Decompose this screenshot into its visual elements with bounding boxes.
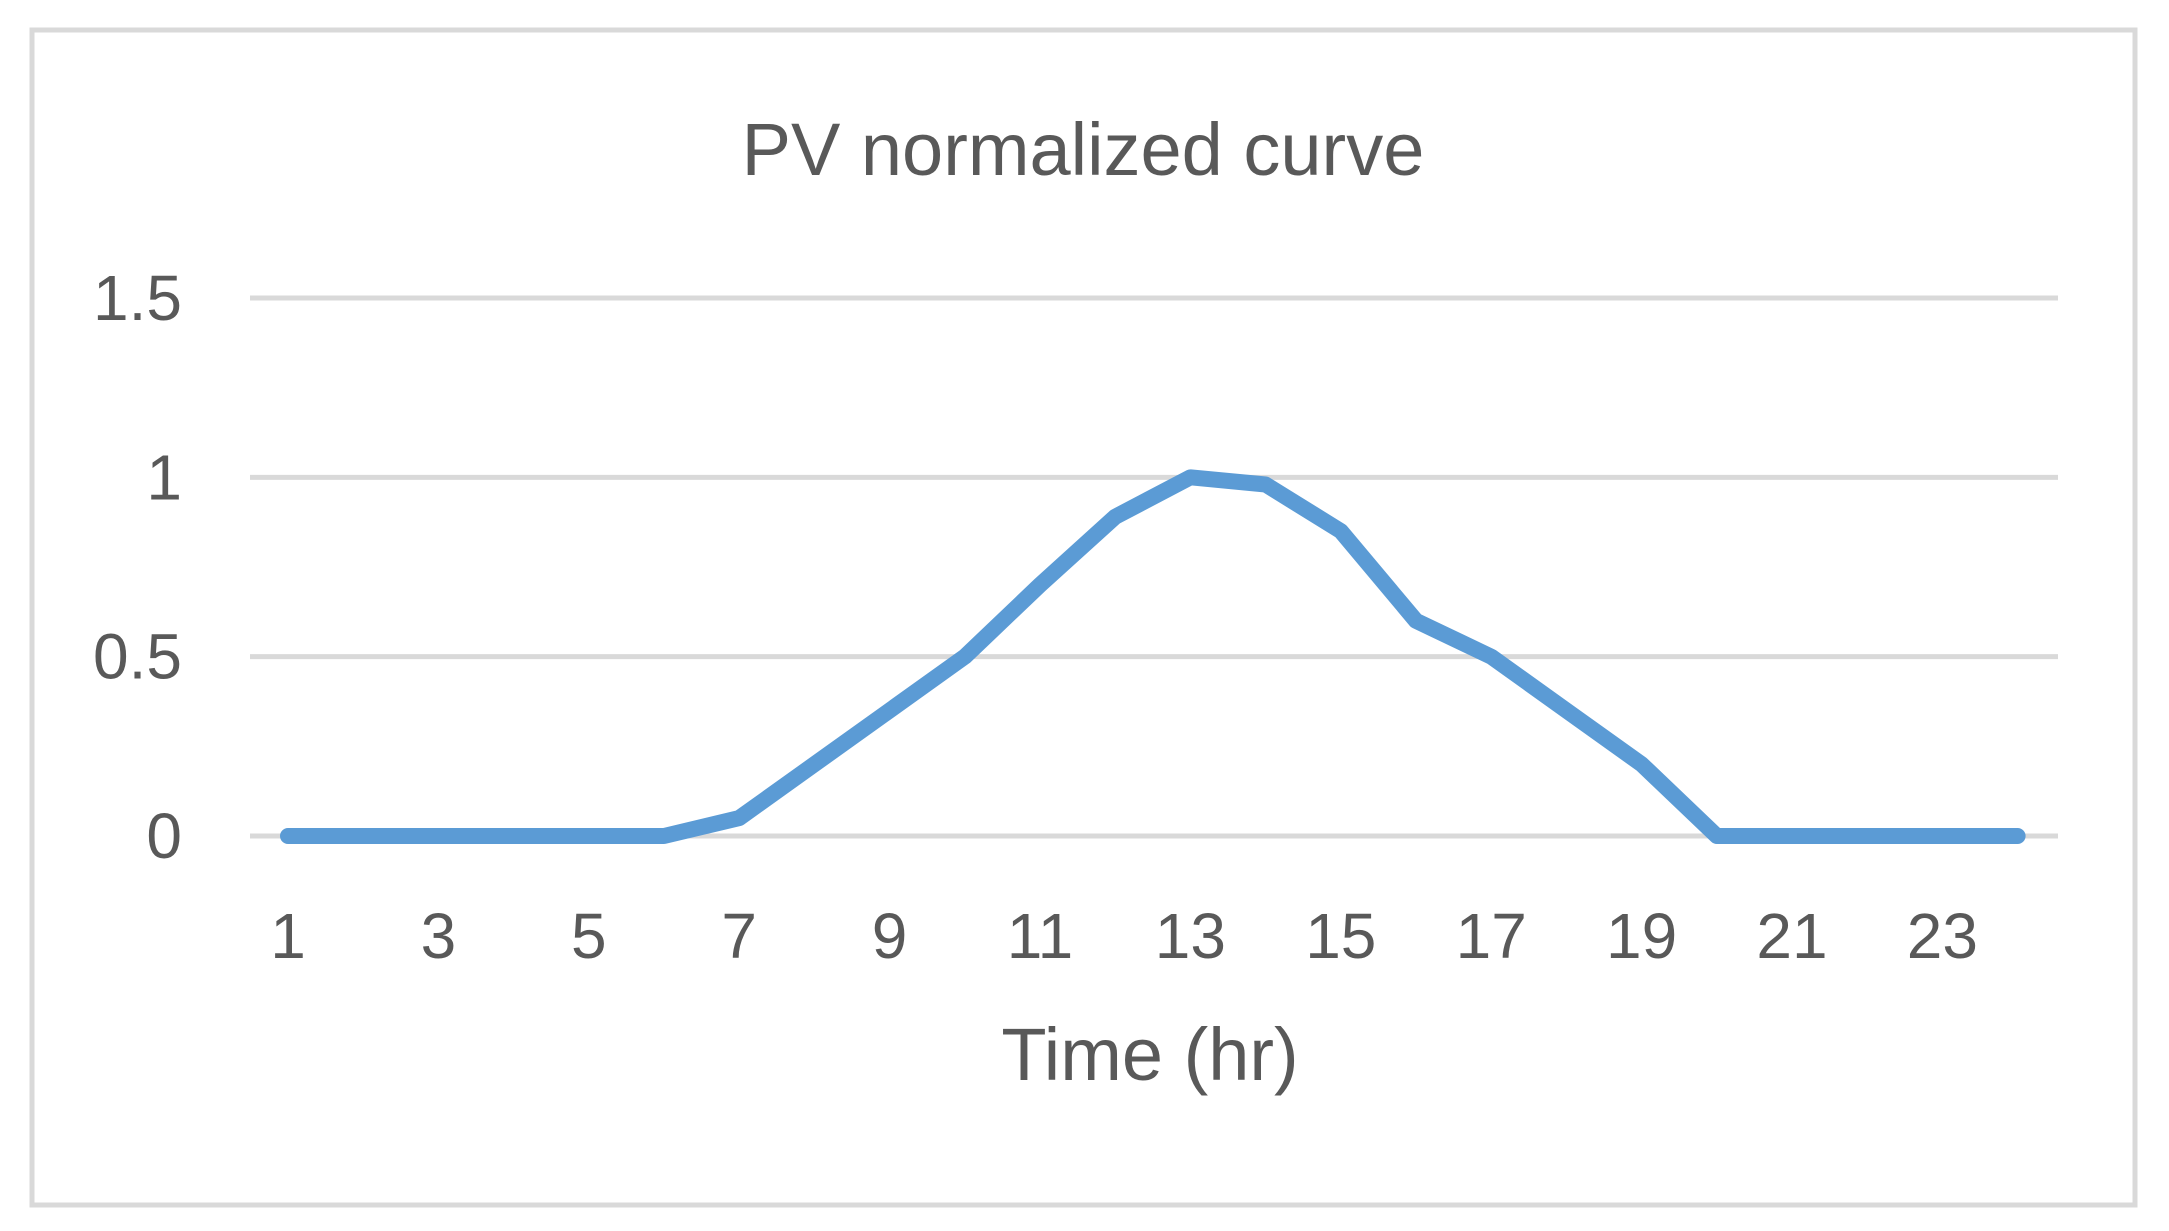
data-point	[882, 702, 898, 718]
chart-border	[29, 27, 2138, 1208]
data-point	[731, 810, 747, 826]
y-tick-label: 0.5	[93, 621, 182, 693]
x-tick-label: 23	[1907, 900, 1978, 972]
data-point	[1934, 828, 1950, 844]
series-line-0	[280, 469, 2026, 844]
y-tick-label: 1	[146, 441, 182, 513]
data-point	[355, 828, 371, 844]
data-point	[581, 828, 597, 844]
y-tick-label: 1.5	[93, 262, 182, 334]
data-point	[1483, 649, 1499, 665]
data-point	[656, 828, 672, 844]
x-tick-label: 13	[1155, 900, 1226, 972]
chart-title: PV normalized curve	[742, 108, 1425, 191]
data-point	[506, 828, 522, 844]
data-point	[957, 649, 973, 665]
data-point	[430, 828, 446, 844]
x-tick-label: 19	[1606, 900, 1677, 972]
x-tick-label: 5	[571, 900, 607, 972]
data-point	[1408, 613, 1424, 629]
data-point	[1709, 828, 1725, 844]
data-point	[1859, 828, 1875, 844]
x-tick-label: 15	[1305, 900, 1376, 972]
x-axis-label: Time (hr)	[1001, 1013, 1298, 1096]
x-tick-label: 7	[721, 900, 757, 972]
y-tick-label: 0	[146, 800, 182, 872]
x-tick-label: 21	[1756, 900, 1827, 972]
data-point	[1784, 828, 1800, 844]
y-axis-tick-labels: 0 0.5 1 1.5	[93, 262, 182, 872]
data-point	[806, 756, 822, 772]
x-tick-label: 9	[872, 900, 908, 972]
data-point	[280, 828, 296, 844]
x-axis-tick-labels: 1 3 5 7 9 11 13 15 17 19 21 23	[270, 900, 1978, 972]
data-point	[1558, 702, 1574, 718]
series-layer	[280, 469, 2026, 844]
x-tick-label: 17	[1456, 900, 1527, 972]
data-point	[2010, 828, 2026, 844]
data-point	[1107, 509, 1123, 525]
data-point	[1258, 477, 1274, 493]
data-point	[1333, 523, 1349, 539]
x-tick-label: 11	[1007, 900, 1073, 972]
data-point	[1182, 469, 1198, 485]
data-point	[1032, 577, 1048, 593]
x-tick-label: 3	[421, 900, 457, 972]
x-tick-label: 1	[270, 900, 306, 972]
data-point	[1634, 756, 1650, 772]
